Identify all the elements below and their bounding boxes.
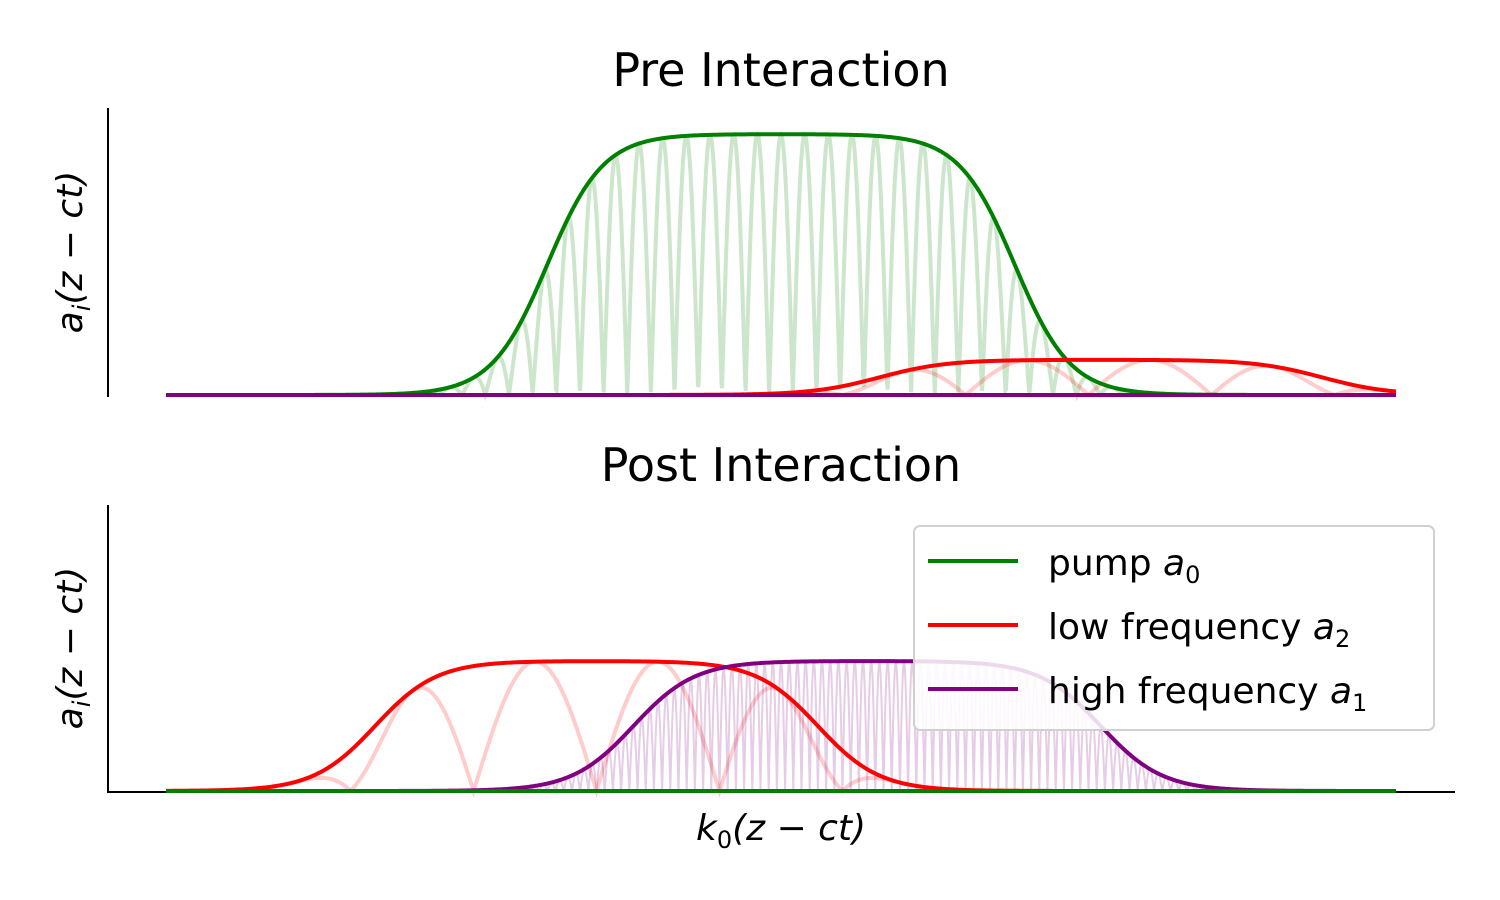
- carrier-low-frequency-a2: [166, 357, 1397, 398]
- legend-entry-low-frequency: low frequency a2: [928, 607, 1350, 653]
- panel-pre-interaction: Pre Interaction ai(z − ct): [50, 43, 1397, 402]
- legend-label-pump: pump a0: [1048, 543, 1200, 589]
- y-axis-label: ai(z − ct): [50, 567, 96, 730]
- legend-entry-pump: pump a0: [928, 543, 1200, 589]
- plot-area-post: [165, 659, 1396, 798]
- envelope-low-frequency-a2: [166, 357, 1397, 397]
- plot-area-pre: [166, 131, 1397, 402]
- legend: pump a0 low frequency a2 high frequency …: [913, 525, 1435, 731]
- legend-frame: [913, 525, 1435, 731]
- legend-entry-high-frequency: high frequency a1: [928, 671, 1367, 717]
- legend-label-high-frequency: high frequency a1: [1048, 671, 1367, 717]
- x-axis-label: k0(z − ct): [696, 808, 866, 854]
- title-post-interaction: Post Interaction: [601, 438, 961, 492]
- panel-post-interaction: Post Interaction ai(z − ct) k0(z − ct) p…: [50, 438, 1455, 854]
- title-pre-interaction: Pre Interaction: [612, 43, 949, 97]
- envelope-pump-a0: [166, 132, 1396, 397]
- legend-label-low-frequency: low frequency a2: [1048, 607, 1350, 653]
- carrier-pump-a0: [166, 131, 1396, 402]
- y-axis-label: ai(z − ct): [50, 171, 96, 334]
